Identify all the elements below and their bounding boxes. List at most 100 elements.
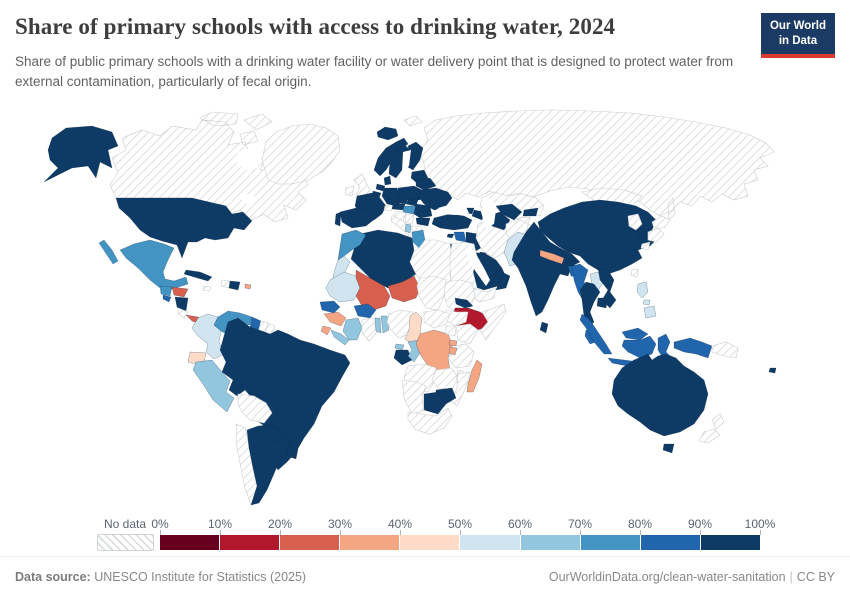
country-c-te-d-ivoire[interactable] <box>342 317 363 341</box>
country-senegal[interactable] <box>319 300 341 314</box>
country-gabon[interactable] <box>393 349 413 366</box>
country-south-korea[interactable] <box>635 227 647 241</box>
country-iceland[interactable] <box>376 126 399 141</box>
country-morocco[interactable] <box>337 229 367 261</box>
country-sudan[interactable] <box>443 279 476 313</box>
owid-logo[interactable]: Our World in Data <box>760 13 835 58</box>
country-fiji[interactable] <box>768 367 777 374</box>
legend-nodata-swatch[interactable] <box>97 534 154 551</box>
country-el-salvador[interactable] <box>162 294 172 303</box>
country-switzerland[interactable] <box>383 205 394 212</box>
country-india[interactable] <box>511 221 581 317</box>
owid-url-link[interactable]: OurWorldinData.org/clean-water-sanitatio… <box>548 570 786 584</box>
country-new-zealand[interactable] <box>698 413 725 444</box>
country-svalbard[interactable] <box>403 115 423 127</box>
country-nepal[interactable] <box>539 249 565 265</box>
country-spain[interactable] <box>339 207 377 229</box>
country-kyrgyzstan[interactable] <box>522 207 539 217</box>
country-azerbaijan[interactable] <box>471 209 485 221</box>
country-ireland[interactable] <box>344 185 355 197</box>
country-japan[interactable] <box>640 215 671 251</box>
country-belarus[interactable] <box>415 177 437 191</box>
license-link[interactable]: CC BY <box>796 570 835 584</box>
country-somalia[interactable] <box>479 303 507 341</box>
country-dominican-republic[interactable] <box>228 280 241 291</box>
legend-swatch-0-10%[interactable] <box>160 535 220 550</box>
country-haiti[interactable] <box>220 279 231 289</box>
country-albania[interactable] <box>404 223 412 234</box>
country-north-korea[interactable] <box>627 213 643 231</box>
country-greenland[interactable] <box>261 123 341 185</box>
country-uzbekistan[interactable] <box>495 203 523 221</box>
country-zambia[interactable] <box>431 367 459 391</box>
country-turkey[interactable] <box>431 213 473 231</box>
country-jamaica[interactable] <box>202 285 212 292</box>
legend-swatch-50-60%[interactable] <box>460 535 520 550</box>
country-cuba[interactable] <box>183 269 213 282</box>
country-bolivia[interactable] <box>237 393 273 424</box>
country-austria[interactable] <box>391 203 406 211</box>
country-vietnam[interactable] <box>597 267 617 309</box>
legend-swatch-20-30%[interactable] <box>280 535 340 550</box>
country-brazil[interactable] <box>219 317 351 471</box>
country-madagascar[interactable] <box>466 359 483 393</box>
country-rwanda[interactable] <box>448 339 458 347</box>
country-netherlands[interactable] <box>375 183 386 192</box>
country-niger[interactable] <box>387 275 421 303</box>
country-guatemala[interactable] <box>159 285 173 297</box>
country-papua-new-guinea[interactable] <box>711 341 739 359</box>
country-benin[interactable] <box>380 315 390 334</box>
country-united-states[interactable] <box>43 125 253 259</box>
country-peru[interactable] <box>192 359 235 413</box>
country-botswana[interactable] <box>423 391 447 415</box>
country-puerto-rico[interactable] <box>244 283 252 290</box>
country-honduras[interactable] <box>171 286 189 298</box>
country-paraguay[interactable] <box>265 424 285 444</box>
country-portugal[interactable] <box>334 211 342 227</box>
country-central-african-republic[interactable] <box>423 309 451 329</box>
legend-tick-label: 80% <box>627 517 653 531</box>
country-kenya[interactable] <box>455 323 479 345</box>
country-philippines[interactable] <box>636 281 657 319</box>
country-uganda[interactable] <box>445 325 457 337</box>
legend-swatch-10-20%[interactable] <box>220 535 280 550</box>
country-sierra-leone[interactable] <box>320 325 332 336</box>
country-croatia-bosnia[interactable] <box>393 210 407 222</box>
country-namibia[interactable] <box>401 379 427 415</box>
legend-swatch-40-50%[interactable] <box>400 535 460 550</box>
country-south-africa[interactable] <box>407 407 453 435</box>
country-liberia[interactable] <box>330 329 350 346</box>
country-denmark[interactable] <box>383 175 392 186</box>
country-uruguay[interactable] <box>286 446 299 460</box>
country-chad[interactable] <box>416 275 447 311</box>
country-united-kingdom[interactable] <box>353 173 371 198</box>
country-cyprus[interactable] <box>446 233 455 239</box>
country-united-arab-emirates[interactable] <box>494 269 505 279</box>
country-nicaragua[interactable] <box>174 296 189 312</box>
legend-swatch-30-40%[interactable] <box>340 535 400 550</box>
country-oman[interactable] <box>495 271 511 291</box>
country-costa-rica[interactable] <box>177 307 189 319</box>
country-guinea[interactable] <box>323 311 347 327</box>
country-burundi[interactable] <box>448 346 458 356</box>
country-serbia[interactable] <box>404 213 415 225</box>
country-sri-lanka[interactable] <box>539 321 549 334</box>
country-australia[interactable] <box>611 353 709 454</box>
country-togo[interactable] <box>374 317 382 334</box>
country-syria[interactable] <box>453 231 467 243</box>
legend-swatch-90-100%[interactable] <box>700 535 760 550</box>
country-eritrea[interactable] <box>454 297 474 309</box>
legend-nodata-label: No data <box>103 517 147 531</box>
legend-tick-label: 90% <box>687 517 713 531</box>
country-burkina-faso[interactable] <box>353 303 377 319</box>
legend-swatch-70-80%[interactable] <box>580 535 640 550</box>
country-bulgaria[interactable] <box>415 217 431 227</box>
country-argentina[interactable] <box>246 424 293 506</box>
country-mexico[interactable] <box>98 239 189 290</box>
legend-swatch-60-70%[interactable] <box>520 535 580 550</box>
country-ghana[interactable] <box>361 317 378 342</box>
country-mauritania[interactable] <box>325 271 361 303</box>
legend-swatch-80-90%[interactable] <box>640 535 700 550</box>
country-taiwan[interactable] <box>630 268 639 278</box>
country-equatorial-guinea[interactable] <box>394 343 405 351</box>
